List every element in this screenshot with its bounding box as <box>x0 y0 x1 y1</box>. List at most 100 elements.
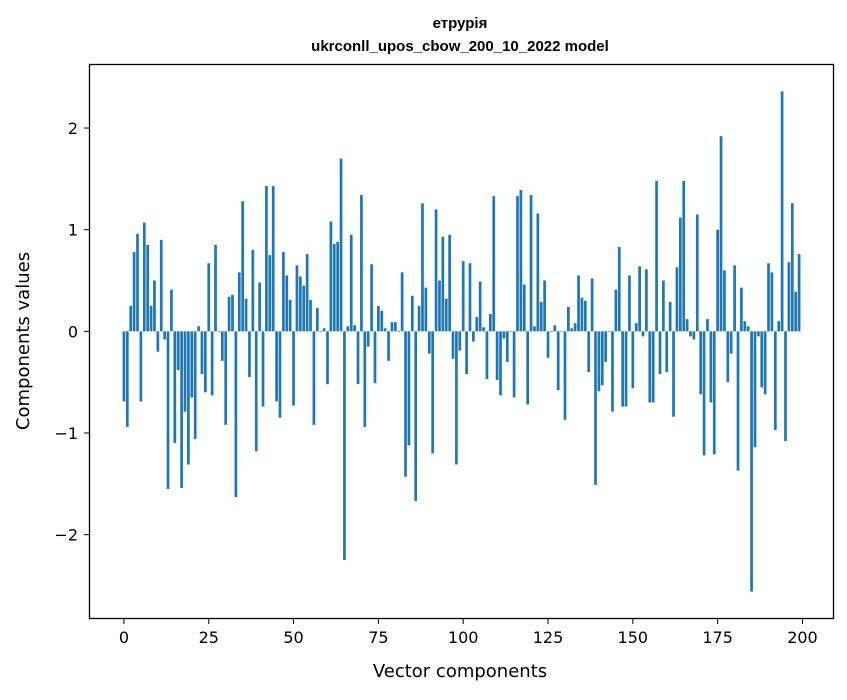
bar-component-127 <box>553 325 557 332</box>
bar-component-161 <box>668 301 672 332</box>
bar-component-105 <box>478 281 482 332</box>
bar-component-98 <box>455 331 458 465</box>
bar-component-28 <box>217 331 221 332</box>
bar-component-2 <box>129 305 133 332</box>
bar-component-9 <box>153 280 156 332</box>
bar-component-175 <box>716 229 719 332</box>
bar-component-145 <box>614 289 618 332</box>
bar-component-90 <box>427 331 431 354</box>
bar-component-6 <box>142 222 146 332</box>
bar-component-173 <box>709 331 713 403</box>
plot-frame <box>88 63 835 620</box>
bar-component-182 <box>740 287 743 332</box>
bar-component-96 <box>448 234 451 332</box>
bar-component-101 <box>465 331 468 375</box>
bar-component-184 <box>746 326 750 332</box>
bar-component-66 <box>346 326 350 332</box>
bar-component-140 <box>597 331 601 392</box>
bar-component-95 <box>444 298 448 332</box>
bar-component-128 <box>556 331 560 391</box>
bar-component-46 <box>278 331 282 418</box>
x-axis-label: Vector components <box>373 661 547 682</box>
bar-component-115 <box>512 331 516 398</box>
bar-component-45 <box>275 331 278 402</box>
bar-component-75 <box>377 305 380 332</box>
bar-component-179 <box>729 331 733 354</box>
ticks-group: 0 25 50 75 100 125 150 175 200 −2 −1 0 1 2 <box>54 119 817 647</box>
bar-component-41 <box>261 331 265 407</box>
chart-title-line1: етрурія <box>433 15 488 32</box>
bar-component-25 <box>207 263 211 332</box>
bar-component-178 <box>726 331 730 383</box>
bar-component-100 <box>461 261 465 332</box>
bar-component-106 <box>482 327 485 332</box>
bar-component-114 <box>509 331 513 332</box>
bar-component-73 <box>370 264 373 332</box>
chart-title-line2: ukrconll_upos_cbow_200_10_2022 model <box>311 38 609 55</box>
bar-component-1 <box>125 331 129 427</box>
bar-component-94 <box>441 236 445 332</box>
bar-component-168 <box>692 331 696 340</box>
bar-component-155 <box>648 331 652 403</box>
bar-component-104 <box>475 317 479 332</box>
bar-component-164 <box>678 217 682 332</box>
bar-component-171 <box>702 331 706 456</box>
bar-component-119 <box>526 331 530 405</box>
bar-component-124 <box>543 280 546 332</box>
bar-component-72 <box>366 331 370 347</box>
bar-component-65 <box>343 331 346 561</box>
bar-component-80 <box>393 322 397 332</box>
bar-component-131 <box>567 306 570 332</box>
bar-component-134 <box>577 275 580 332</box>
y-tick-label: 2 <box>68 119 78 138</box>
bar-component-60 <box>326 331 329 385</box>
bar-component-53 <box>302 285 306 332</box>
bar-component-196 <box>787 262 791 332</box>
bar-component-54 <box>305 254 309 332</box>
bar-component-23 <box>200 331 204 375</box>
bar-component-15 <box>173 331 177 444</box>
bar-component-17 <box>180 331 183 488</box>
bar-component-148 <box>624 331 628 407</box>
bar-component-4 <box>136 233 139 332</box>
bar-component-108 <box>488 314 492 332</box>
y-tick-label: 0 <box>68 322 78 341</box>
bar-component-192 <box>773 331 777 430</box>
bar-component-11 <box>159 239 163 332</box>
bar-component-157 <box>655 180 658 332</box>
bar-component-63 <box>336 241 340 332</box>
bar-component-92 <box>434 209 438 332</box>
bar-component-116 <box>516 196 519 332</box>
bar-component-146 <box>617 246 621 332</box>
bar-component-7 <box>146 244 150 332</box>
bar-component-31 <box>227 296 231 332</box>
bar-component-42 <box>265 185 268 332</box>
bar-component-166 <box>685 319 689 332</box>
bar-component-34 <box>237 272 241 332</box>
x-tick-label: 100 <box>448 628 479 647</box>
bar-component-44 <box>271 185 275 332</box>
bar-component-125 <box>546 331 550 358</box>
bar-component-187 <box>757 331 760 337</box>
bar-component-67 <box>349 234 353 332</box>
x-tick-label: 0 <box>119 628 129 647</box>
bar-component-126 <box>550 331 553 332</box>
bar-component-152 <box>638 266 641 332</box>
bar-component-163 <box>675 267 679 332</box>
bar-component-14 <box>170 289 173 332</box>
bar-component-8 <box>149 305 153 332</box>
bar-component-37 <box>248 331 251 378</box>
bar-component-122 <box>536 213 540 332</box>
bar-component-29 <box>220 331 224 361</box>
bar-component-18 <box>183 331 187 412</box>
bar-component-147 <box>621 331 625 407</box>
bar-component-64 <box>339 158 343 332</box>
y-tick-label: −1 <box>54 424 78 443</box>
bar-component-43 <box>268 255 272 332</box>
bar-component-112 <box>502 331 506 339</box>
bar-component-169 <box>695 214 699 332</box>
bar-component-195 <box>784 331 787 442</box>
bar-component-159 <box>662 280 665 332</box>
bar-component-86 <box>414 331 418 502</box>
